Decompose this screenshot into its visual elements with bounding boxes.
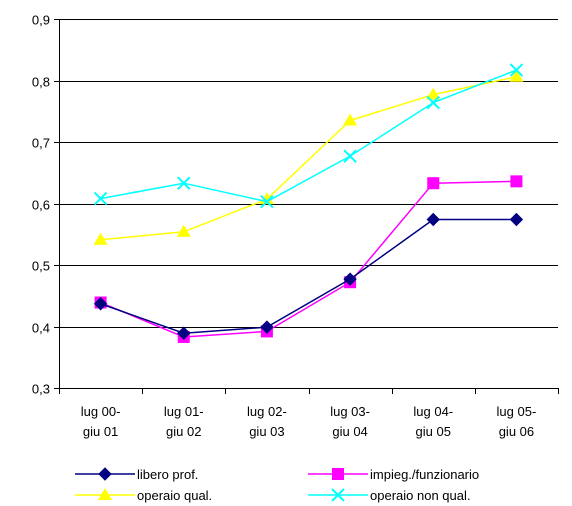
x-tick-label: lug 00- <box>81 404 121 419</box>
x-tick-label: lug 02- <box>247 404 287 419</box>
data-point-triangle <box>93 232 108 245</box>
series-line <box>100 180 517 338</box>
y-tick-label: 0,4 <box>32 321 50 336</box>
gridlines <box>59 19 558 389</box>
data-point-x-stroke <box>331 488 345 502</box>
data-point-diamond <box>343 272 357 286</box>
x-tick-label: lug 04- <box>413 404 453 419</box>
y-tick-label: 0,6 <box>32 198 50 213</box>
data-point-square <box>427 177 440 190</box>
data-point-x <box>93 191 108 206</box>
data-point-triangle <box>509 69 524 82</box>
data-point-triangle <box>98 488 112 500</box>
x-tick-labels: lug 00- giu 01 lug 01- giu 02 lug 02- giu 03 l… <box>81 404 537 439</box>
data-point-x-stroke <box>509 63 524 77</box>
y-tick-labels: 0,3 0,4 0,5 0,6 0,7 0,8 0,9 <box>32 13 50 397</box>
legend-label: impieg./funzionario <box>370 467 479 482</box>
data-point-x <box>426 95 440 110</box>
data-point-triangle <box>426 87 441 100</box>
legend-item: impieg./funzionario <box>308 467 479 482</box>
y-tick-label: 0,7 <box>32 136 50 151</box>
data-point-square <box>510 175 523 188</box>
data-point-x-stroke <box>260 194 274 209</box>
data-point-diamond <box>177 326 191 340</box>
data-point-x <box>509 63 524 77</box>
series-line <box>100 218 517 335</box>
y-tick-label: 0,5 <box>32 259 50 274</box>
x-tick-label: giu 05 <box>416 424 451 439</box>
y-tick-label: 0,9 <box>32 13 50 28</box>
data-point-diamond <box>509 212 524 227</box>
series-diamond <box>93 212 524 340</box>
x-tick-label: giu 02 <box>166 424 201 439</box>
data-point-x <box>260 194 274 209</box>
x-tick-label: lug 05- <box>497 404 537 419</box>
series-triangle <box>93 69 524 245</box>
x-tick-label: lug 01- <box>164 404 204 419</box>
series-line <box>100 69 517 203</box>
data-point-diamond <box>93 297 108 311</box>
x-tick-label: giu 03 <box>249 424 284 439</box>
axes <box>54 19 559 394</box>
data-point-triangle <box>176 224 191 237</box>
x-tick-label: giu 01 <box>83 424 118 439</box>
series-line <box>100 76 517 241</box>
x-tick-label: giu 06 <box>499 424 534 439</box>
legend-label: operaio qual. <box>137 488 212 503</box>
legend-item: operaio non qual. <box>308 488 470 503</box>
x-tick-label: giu 04 <box>332 424 367 439</box>
data-point-x-stroke <box>343 149 357 163</box>
legend: libero prof. impieg./funzionario operaio q… <box>75 467 479 503</box>
y-tick-label: 0,8 <box>32 75 50 90</box>
data-point-diamond <box>98 467 112 481</box>
data-point-diamond <box>260 320 274 334</box>
data-point-x-stroke <box>177 176 191 190</box>
data-point-x-stroke <box>93 191 108 206</box>
data-point-triangle <box>343 113 358 126</box>
data-point-square <box>332 468 344 480</box>
legend-item: operaio qual. <box>75 488 212 503</box>
data-point-x <box>343 149 357 163</box>
series-lines <box>93 63 524 343</box>
x-tick-label: lug 03- <box>330 404 370 419</box>
data-point-x-stroke <box>426 95 440 110</box>
data-point-x <box>331 488 345 502</box>
series-square <box>94 175 523 343</box>
legend-item: libero prof. <box>75 467 198 482</box>
series-x <box>93 63 524 209</box>
data-point-diamond <box>426 212 440 227</box>
y-tick-label: 0,3 <box>32 382 50 397</box>
legend-label: libero prof. <box>137 467 198 482</box>
data-point-x <box>177 176 191 190</box>
legend-label: operaio non qual. <box>370 488 470 503</box>
